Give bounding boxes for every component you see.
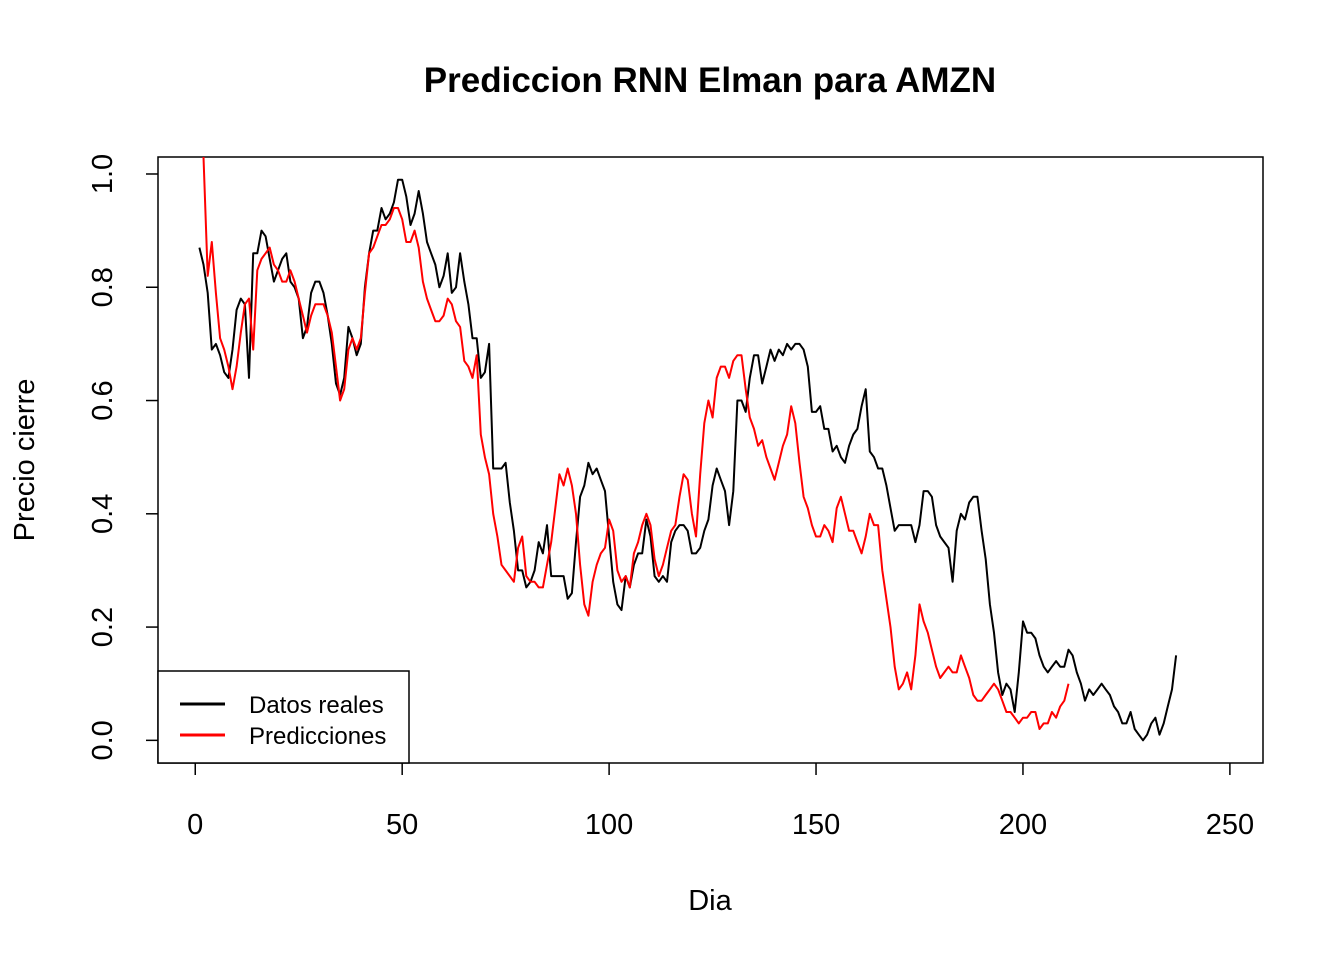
y-tick-label: 0.6 (87, 380, 119, 420)
x-tick-label: 50 (386, 809, 418, 841)
series-line-datos-reales (198, 178, 1178, 742)
y-axis-label: Precio cierre (9, 379, 41, 542)
legend-box (157, 670, 410, 764)
series-line-predicciones (202, 157, 1070, 730)
y-tick-label: 0.2 (87, 607, 119, 647)
y-tick-label: 0.0 (87, 720, 119, 760)
legend: Datos reales Predicciones (157, 670, 410, 764)
y-axis: 0.0 0.2 0.4 0.6 0.8 1.0 (87, 154, 158, 761)
x-tick-label: 150 (792, 809, 840, 841)
series-layer (198, 157, 1178, 742)
plot-frame (157, 156, 1264, 764)
y-tick-label: 0.4 (87, 494, 119, 534)
legend-label-datos-reales: Datos reales (249, 692, 384, 719)
legend-label-predicciones: Predicciones (249, 723, 386, 750)
chart-title: Prediccion RNN Elman para AMZN (424, 61, 996, 100)
x-tick-label: 250 (1206, 809, 1254, 841)
x-tick-label: 200 (999, 809, 1047, 841)
x-axis-label: Dia (688, 885, 732, 917)
x-tick-label: 0 (187, 809, 203, 841)
y-tick-label: 1.0 (87, 154, 119, 194)
x-tick-label: 100 (585, 809, 633, 841)
x-axis: 0 50 100 150 200 250 (187, 763, 1254, 841)
y-tick-label: 0.8 (87, 267, 119, 307)
